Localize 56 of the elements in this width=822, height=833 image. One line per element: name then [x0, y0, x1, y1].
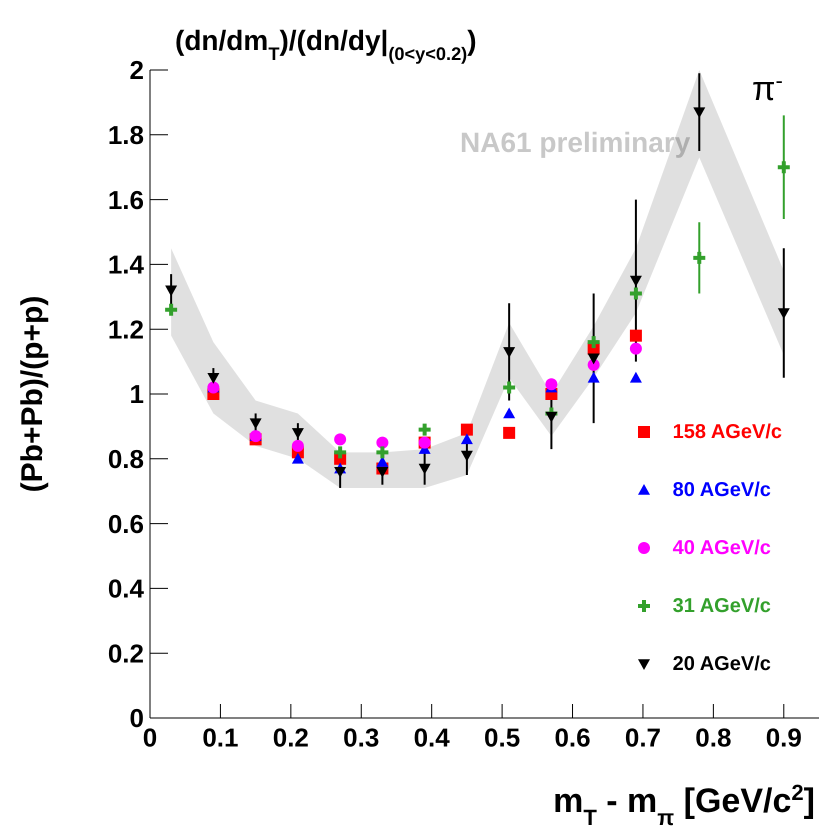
- point: [588, 354, 600, 364]
- point: [376, 466, 388, 478]
- y-axis-title: (Pb+Pb)/(p+p): [16, 296, 49, 492]
- point: [630, 372, 642, 383]
- point: [630, 342, 642, 355]
- legend-label: 158 AGeV/c: [672, 420, 782, 444]
- legend-label: 40 AGeV/c: [672, 536, 771, 560]
- point: [545, 412, 558, 423]
- point: [460, 450, 473, 462]
- point: [588, 372, 600, 383]
- y-tick-label: 0: [130, 703, 144, 734]
- x-tick-label: 0.9: [766, 722, 802, 752]
- point: [376, 436, 388, 449]
- point: [460, 424, 473, 436]
- x-tick-label: 0.6: [554, 722, 591, 752]
- point: [503, 407, 516, 418]
- point: [460, 433, 473, 444]
- x-axis-title: m$_{T}$ - m$_{π}$ [GeV/c$^{2}$]: [553, 780, 815, 830]
- y-tick-label: 0.6: [108, 508, 144, 539]
- point: [545, 378, 558, 390]
- x-tick-label: 0.5: [484, 722, 520, 752]
- y-tick-label: 1.4: [108, 250, 145, 280]
- y-tick-label: 2: [130, 55, 144, 86]
- x-tick-label: 0.1: [202, 722, 238, 752]
- legend-label: 80 AGeV/c: [672, 478, 771, 502]
- point: [207, 373, 220, 384]
- point: [630, 330, 642, 342]
- point: [250, 418, 262, 430]
- point: [630, 276, 642, 287]
- x-tick-label: 0.7: [624, 722, 662, 752]
- y-tick-label: 0.4: [108, 574, 145, 604]
- point: [778, 308, 790, 319]
- chart-title: (dn/dm$_{T}$)/(dn/dy|$_{(0<y<0.2)}$): [175, 25, 477, 64]
- point: [292, 440, 304, 452]
- point: [292, 428, 304, 439]
- x-tick-label: 0.4: [414, 722, 450, 752]
- x-tick-label: 0.8: [695, 722, 732, 752]
- y-tick-label: 1.6: [108, 184, 144, 215]
- y-tick-label: 0.8: [108, 444, 144, 474]
- annotation: π$^{-}$: [752, 68, 783, 108]
- point: [503, 426, 516, 439]
- y-tick-label: 1.2: [108, 314, 144, 344]
- legend-label: 31 AGeV/c: [672, 594, 771, 618]
- point: [292, 452, 304, 464]
- point: [334, 433, 346, 446]
- y-tick-label: 1: [130, 379, 144, 410]
- y-tick-label: 0.2: [108, 638, 144, 668]
- x-tick-label: 0.2: [272, 722, 309, 752]
- point: [334, 466, 346, 478]
- point: [418, 464, 431, 475]
- point: [503, 347, 516, 358]
- point: [693, 107, 706, 118]
- point: [165, 286, 178, 296]
- y-tick-label: 1.8: [108, 120, 144, 150]
- x-tick-label: 0.3: [343, 722, 380, 752]
- legend-label: 20 AGeV/c: [672, 652, 771, 676]
